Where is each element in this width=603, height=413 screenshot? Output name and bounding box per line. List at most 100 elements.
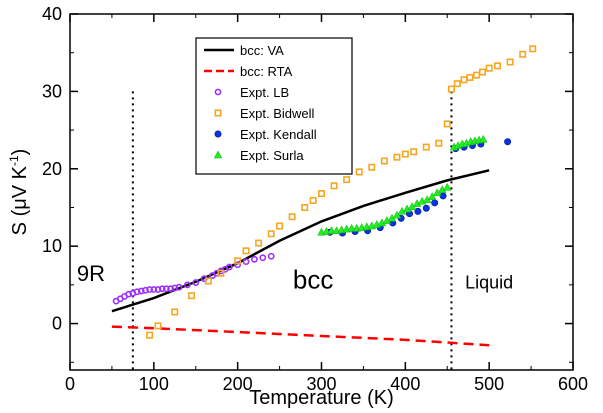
data-point bbox=[529, 45, 537, 53]
data-point bbox=[485, 64, 493, 72]
data-point bbox=[259, 254, 267, 262]
y-tick-label: 10 bbox=[42, 236, 62, 256]
series-6 bbox=[317, 134, 488, 236]
y-tick-label: 20 bbox=[42, 159, 62, 179]
y-tick-label: 30 bbox=[42, 81, 62, 101]
axis-ticks: 0 100 200 300 400 500 600 0 10 20 30 40 bbox=[42, 4, 588, 394]
data-point bbox=[171, 284, 179, 292]
data-point bbox=[188, 292, 196, 300]
data-point bbox=[142, 286, 149, 294]
legend-label: bcc: RTA bbox=[240, 64, 293, 79]
data-point bbox=[343, 176, 351, 184]
x-tick-label: 100 bbox=[139, 374, 169, 394]
region-labels: 9R bcc Liquid bbox=[77, 261, 513, 295]
data-point bbox=[242, 247, 250, 255]
data-point bbox=[473, 71, 481, 79]
legend-label: Expt. Kendall bbox=[240, 127, 317, 142]
legend-marker-swatch bbox=[214, 109, 222, 117]
data-point bbox=[317, 190, 325, 198]
data-point bbox=[453, 80, 461, 88]
data-point bbox=[154, 322, 162, 330]
data-point bbox=[355, 168, 363, 176]
data-point bbox=[460, 76, 468, 84]
legend-marker-swatch bbox=[214, 130, 222, 138]
legend-marker-swatch bbox=[213, 150, 223, 159]
y-title-main: S (μV K bbox=[9, 165, 31, 235]
data-point bbox=[125, 290, 133, 298]
data-point bbox=[163, 285, 170, 293]
data-point bbox=[466, 73, 474, 81]
y-axis-title: S (μV K-1) bbox=[7, 149, 31, 236]
series-line bbox=[111, 325, 490, 347]
data-point bbox=[204, 277, 212, 285]
y-tick-label: 40 bbox=[42, 4, 62, 24]
data-point bbox=[422, 143, 430, 151]
legend-label: bcc: VA bbox=[240, 43, 284, 58]
legend-box bbox=[195, 37, 353, 175]
data-point bbox=[234, 257, 242, 265]
x-tick-label: 500 bbox=[474, 374, 504, 394]
vertical-divider-lines bbox=[131, 91, 453, 370]
data-point bbox=[330, 182, 338, 190]
series-3 bbox=[112, 252, 275, 305]
y-title-superscript: -1 bbox=[7, 155, 21, 166]
data-point bbox=[251, 255, 258, 263]
data-point bbox=[150, 286, 158, 293]
data-point bbox=[154, 286, 162, 293]
data-point bbox=[447, 85, 455, 93]
data-point bbox=[410, 148, 418, 156]
x-tick-label: 400 bbox=[390, 374, 420, 394]
data-point bbox=[192, 279, 200, 286]
x-tick-label: 0 bbox=[65, 374, 75, 394]
data-point bbox=[309, 197, 317, 205]
series-2 bbox=[111, 325, 490, 347]
data-point bbox=[479, 134, 488, 143]
legend-marker-swatch bbox=[214, 88, 222, 96]
data-point bbox=[267, 252, 275, 260]
data-point bbox=[158, 285, 166, 293]
data-point bbox=[435, 139, 443, 147]
data-point bbox=[175, 283, 183, 291]
data-point bbox=[137, 287, 145, 295]
data-point bbox=[146, 331, 154, 339]
data-point bbox=[431, 199, 439, 207]
legend-label: Expt. Surla bbox=[240, 148, 304, 163]
data-point bbox=[288, 213, 296, 221]
data-point bbox=[393, 153, 401, 161]
series-5 bbox=[326, 138, 512, 237]
data-point bbox=[422, 204, 430, 212]
data-point bbox=[380, 157, 388, 165]
data-point bbox=[506, 58, 514, 66]
data-point bbox=[267, 230, 275, 238]
legend-label: Expt. Bidwell bbox=[240, 106, 315, 121]
data-point bbox=[427, 192, 437, 200]
data-point bbox=[171, 308, 179, 316]
region-label: Liquid bbox=[465, 273, 513, 293]
data-point bbox=[443, 120, 451, 128]
data-point bbox=[414, 207, 422, 215]
data-point bbox=[255, 239, 263, 247]
data-point bbox=[368, 163, 376, 171]
data-point bbox=[133, 288, 141, 296]
x-tick-label: 300 bbox=[306, 374, 336, 394]
legend-label: Expt. LB bbox=[240, 85, 289, 100]
x-axis-title: Temperature (K) bbox=[249, 387, 394, 409]
data-point bbox=[217, 269, 225, 277]
data-point bbox=[519, 50, 527, 58]
y-tick-label: 0 bbox=[52, 314, 62, 334]
x-tick-label: 200 bbox=[223, 374, 253, 394]
data-point bbox=[234, 261, 242, 269]
data-point bbox=[301, 203, 309, 211]
data-point bbox=[167, 285, 174, 293]
data-point bbox=[494, 62, 502, 70]
region-label: 9R bbox=[77, 261, 105, 286]
data-point bbox=[392, 210, 402, 219]
data-series-layer bbox=[111, 45, 537, 347]
data-point bbox=[504, 138, 512, 146]
data-point bbox=[146, 286, 154, 293]
data-point bbox=[276, 222, 284, 230]
y-title-close: ) bbox=[9, 149, 31, 156]
series-4 bbox=[146, 45, 537, 339]
data-point bbox=[242, 258, 250, 266]
